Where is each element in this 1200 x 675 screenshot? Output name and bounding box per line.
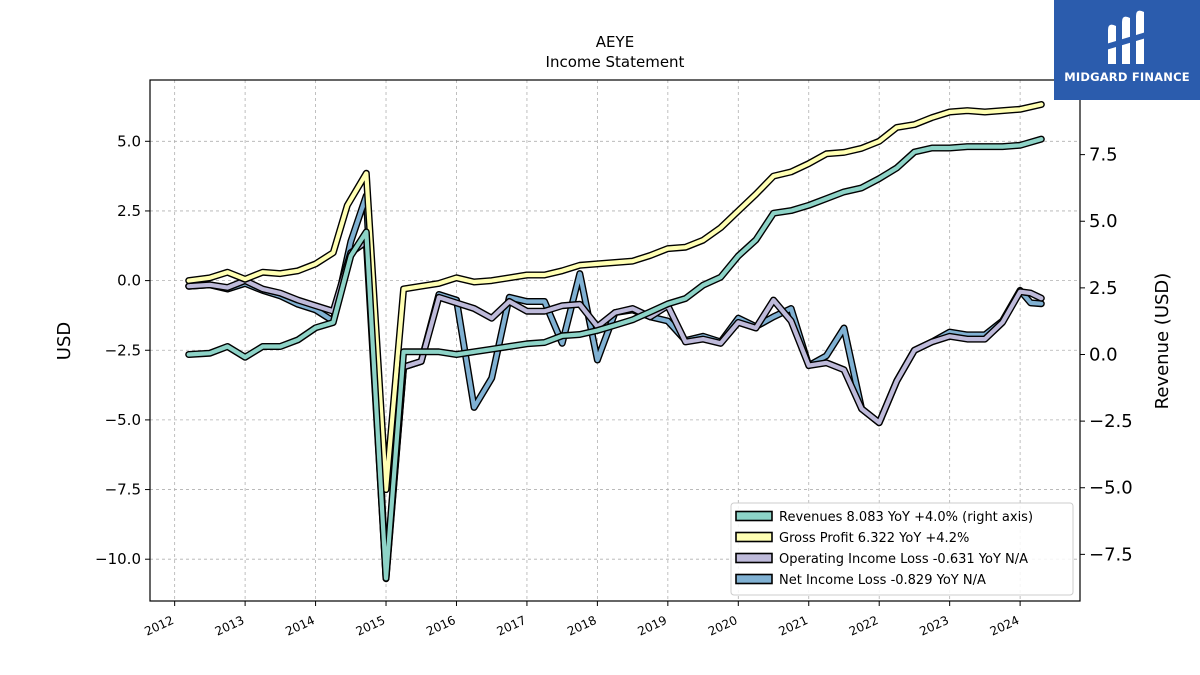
- x-tick-label: 2016: [424, 613, 458, 639]
- series-layer: [185, 101, 1045, 583]
- brand-logo: MIDGARD FINANCE: [1054, 0, 1200, 100]
- right-tick-label: −2.5: [1089, 411, 1133, 432]
- left-tick-label: −2.5: [105, 341, 141, 359]
- right-tick-label: 0.0: [1089, 344, 1118, 365]
- left-axis-ticks: −10.0 −7.5 −5.0 −2.5 0.0 2.5 5.0: [95, 132, 150, 568]
- left-axis-label: USD: [54, 322, 75, 360]
- left-tick-label: −5.0: [105, 411, 141, 429]
- x-axis-ticks: 2012 2013 2014 2015 2016 2017 2018 2019 2020 2021…: [142, 601, 1021, 639]
- left-tick-label: 2.5: [117, 202, 141, 220]
- x-tick-label: 2021: [776, 613, 810, 639]
- x-tick-label: 2013: [213, 613, 247, 639]
- chart-title: AEYE: [596, 33, 634, 51]
- legend-swatch: [735, 552, 773, 564]
- right-tick-label: −7.5: [1089, 544, 1133, 565]
- left-tick-label: 0.0: [117, 272, 141, 290]
- x-tick-label: 2020: [706, 613, 740, 639]
- x-tick-label: 2024: [988, 613, 1022, 639]
- right-tick-label: −5.0: [1089, 478, 1133, 499]
- left-tick-label: −7.5: [105, 481, 141, 499]
- right-tick-label: 5.0: [1089, 211, 1118, 232]
- x-tick-label: 2012: [142, 613, 176, 639]
- series-line: [186, 102, 1044, 492]
- legend: Revenues 8.083 YoY +4.0% (right axis) Gro…: [730, 502, 1074, 596]
- right-axis-label: Revenue (USD): [1152, 273, 1173, 410]
- x-tick-label: 2018: [565, 613, 599, 639]
- x-tick-label: 2017: [495, 613, 529, 639]
- right-tick-label: 2.5: [1089, 278, 1118, 299]
- legend-swatch: [735, 510, 773, 522]
- x-tick-label: 2023: [917, 613, 951, 639]
- x-tick-label: 2022: [847, 613, 881, 639]
- x-tick-label: 2015: [354, 613, 388, 639]
- series-outline: [185, 101, 1045, 494]
- legend-swatch: [735, 573, 773, 585]
- chart-subtitle: Income Statement: [546, 53, 685, 71]
- midgard-logo-icon: [1106, 10, 1146, 65]
- series-gross-profit: [185, 101, 1045, 494]
- legend-entry: Operating Income Loss -0.631 YoY N/A: [779, 552, 1028, 567]
- series-line: [186, 137, 1044, 581]
- legend-swatch: [735, 531, 773, 543]
- plot-frame: [149, 79, 1081, 602]
- left-tick-label: 5.0: [117, 132, 141, 150]
- right-tick-label: 7.5: [1089, 145, 1118, 166]
- brand-name: MIDGARD FINANCE: [1064, 70, 1190, 84]
- legend-box: [730, 502, 1074, 596]
- legend-entry: Revenues 8.083 YoY +4.0% (right axis): [779, 510, 1033, 525]
- x-tick-label: 2019: [636, 613, 670, 639]
- right-axis-ticks: −7.5 −5.0 −2.5 0.0 2.5 5.0 7.5: [1080, 145, 1133, 565]
- legend-entry: Gross Profit 6.322 YoY +4.2%: [779, 531, 969, 546]
- x-tick-label: 2014: [283, 613, 317, 639]
- series-revenues: [185, 135, 1045, 582]
- legend-entry: Net Income Loss -0.829 YoY N/A: [779, 573, 986, 588]
- left-tick-label: −10.0: [95, 550, 141, 568]
